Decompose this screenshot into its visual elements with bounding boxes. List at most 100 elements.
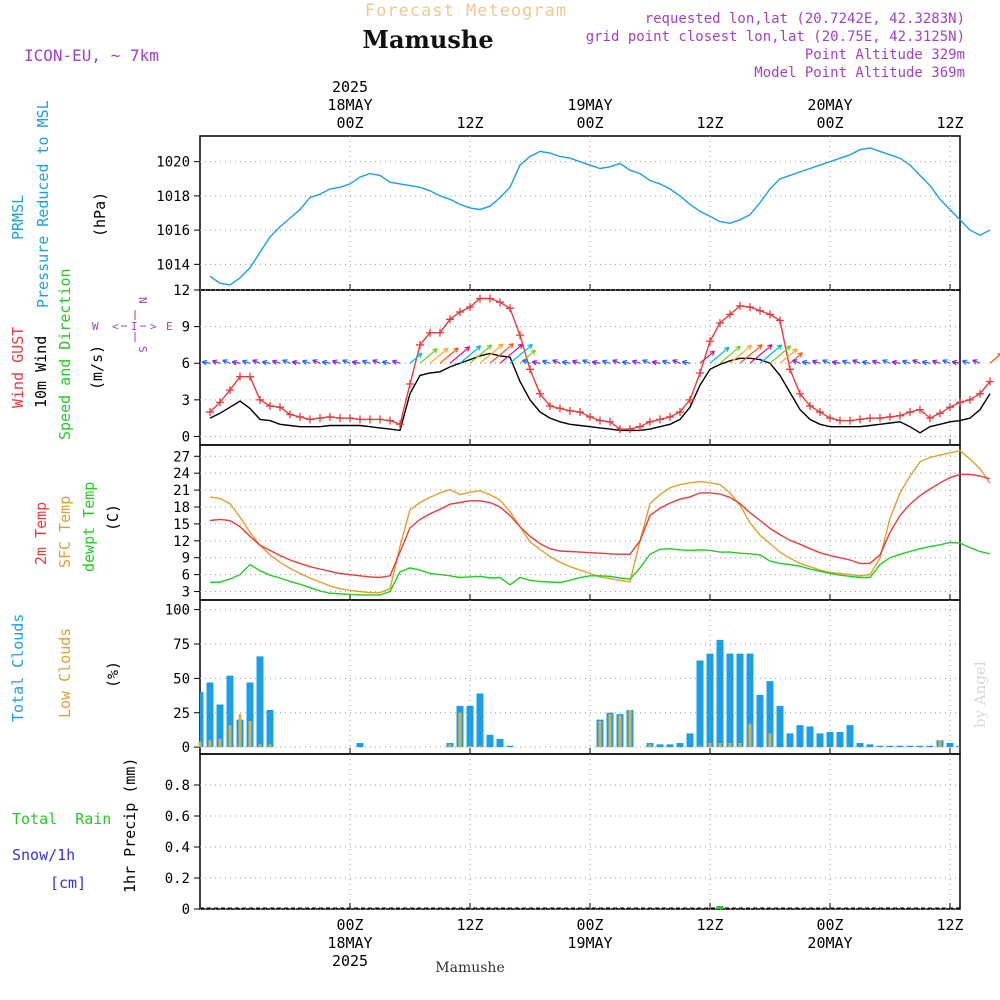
top-time-label: 20MAY <box>807 96 852 114</box>
bottom-time-label: 2025 <box>332 952 368 970</box>
wind-arrow <box>882 359 891 365</box>
snow-unit-label: [cm] <box>50 874 86 892</box>
wind-arrow <box>801 359 811 366</box>
gust-marker <box>726 310 734 319</box>
temp-unit: (C) <box>104 504 122 531</box>
gust-marker <box>296 412 304 421</box>
gust-marker <box>476 294 484 303</box>
wind-label: 10m Wind <box>32 336 50 408</box>
y-tick-label: 0.4 <box>165 840 190 856</box>
low-cloud-bar <box>938 740 942 748</box>
total-cloud-bar <box>686 733 694 748</box>
total-cloud-bar <box>466 705 474 748</box>
low-cloud-label: Low Clouds <box>56 628 74 718</box>
bottom-time-label: 12Z <box>696 916 723 934</box>
gust-marker <box>466 303 474 312</box>
wind-arrow <box>312 359 321 365</box>
y-tick-label: 6 <box>182 568 190 584</box>
y-tick-label: 12 <box>173 534 190 550</box>
gust-marker <box>526 365 534 374</box>
gust-marker <box>706 337 714 346</box>
gust-marker <box>976 389 984 398</box>
temp2m-line <box>209 473 991 579</box>
wind-arrow <box>429 347 449 364</box>
gust-marker <box>826 414 834 423</box>
sfc-label: SFC Temp <box>56 496 74 568</box>
low-cloud-bar <box>768 733 772 748</box>
precip-unit: 1hr Precip (mm) <box>121 758 139 893</box>
total-cloud-bar <box>676 743 684 748</box>
gust-marker <box>356 415 364 424</box>
gust-marker <box>966 395 974 404</box>
compass-cross-e: > <box>150 320 157 333</box>
bottom-time-label: 20MAY <box>807 934 852 952</box>
low-cloud-bar <box>198 741 202 748</box>
low-cloud-bar <box>618 715 622 748</box>
model-label: ICON-EU, ~ 7km <box>24 46 159 65</box>
gust-marker <box>426 328 434 337</box>
wind-arrow <box>561 359 571 366</box>
requested-coords: requested lon,lat (20.7242E, 42.3283N) <box>645 11 965 27</box>
wind-arrow <box>459 345 482 364</box>
total-cloud-bar <box>706 653 714 748</box>
gust-marker <box>416 340 424 349</box>
wind-arrow <box>509 343 533 364</box>
wind-dir-label: Speed and Direction <box>56 268 74 440</box>
low-cloud-bar <box>478 745 482 748</box>
y-tick-label: 3 <box>182 585 190 601</box>
low-cloud-bar <box>258 744 262 748</box>
wind-arrow <box>631 359 641 365</box>
y-tick-label: 75 <box>173 637 190 653</box>
gust-marker <box>326 412 334 421</box>
bottom-time-label: 12Z <box>456 916 483 934</box>
gust-marker <box>516 331 524 340</box>
wind-arrow <box>601 359 611 365</box>
wind-arrow <box>912 359 921 365</box>
gust-marker <box>436 328 444 337</box>
top-time-label: 12Z <box>696 114 723 132</box>
product-title: Forecast Meteogram <box>365 1 567 21</box>
gust-marker <box>206 408 214 417</box>
gust-marker <box>286 410 294 419</box>
gust-marker <box>896 411 904 420</box>
y-tick-label: 18 <box>173 500 190 516</box>
y-tick-label: 24 <box>173 466 190 482</box>
wind-arrow <box>651 359 661 366</box>
y-tick-label: 0.6 <box>165 809 190 825</box>
wind-arrow <box>822 359 831 365</box>
total-cloud-bar <box>926 745 934 748</box>
total-cloud-bar <box>266 710 274 748</box>
gust-marker <box>776 316 784 325</box>
wind-arrow <box>552 359 561 365</box>
gust-marker <box>576 408 584 417</box>
wind-arrow <box>409 352 423 364</box>
gust-marker <box>856 415 864 424</box>
total-cloud-bar <box>666 744 674 748</box>
wind-arrow <box>709 346 730 364</box>
svg-text:I: I <box>131 320 138 333</box>
y-tick-label: 9 <box>182 320 190 336</box>
wind-arrow <box>951 359 961 366</box>
total-cloud-bar <box>256 656 264 748</box>
credit-watermark: by Angel <box>971 661 989 728</box>
total-cloud-bar <box>806 726 814 748</box>
low-cloud-bar <box>238 714 242 748</box>
low-cloud-bar <box>248 721 252 748</box>
wind-arrow <box>661 359 671 365</box>
gust-marker <box>806 401 814 410</box>
total-cloud-bar <box>946 743 954 748</box>
total-cloud-bar <box>956 745 960 748</box>
top-time-label: 18MAY <box>327 96 372 114</box>
rain-label: Total Rain <box>12 810 111 828</box>
gust-marker <box>276 403 284 412</box>
wind-arrow <box>479 343 504 364</box>
wind-arrow <box>331 359 341 365</box>
low-cloud-bar <box>708 743 712 748</box>
compass-cross-w: < <box>112 320 119 333</box>
total-cloud-bar <box>506 745 514 748</box>
total-cloud-bar <box>856 743 864 748</box>
gust-marker <box>256 395 264 404</box>
gust-marker <box>936 409 944 418</box>
